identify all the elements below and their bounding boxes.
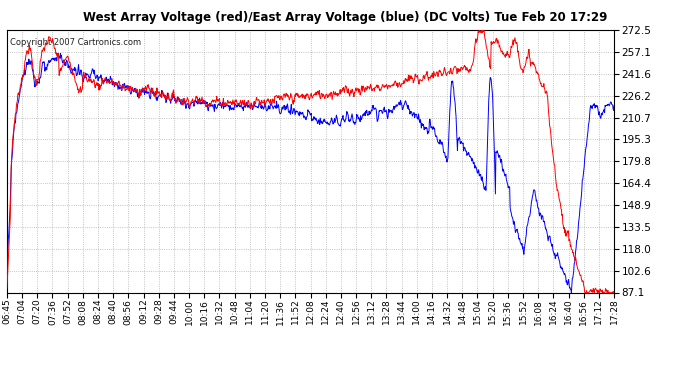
Text: West Array Voltage (red)/East Array Voltage (blue) (DC Volts) Tue Feb 20 17:29: West Array Voltage (red)/East Array Volt… [83,11,607,24]
Text: Copyright 2007 Cartronics.com: Copyright 2007 Cartronics.com [10,38,141,47]
